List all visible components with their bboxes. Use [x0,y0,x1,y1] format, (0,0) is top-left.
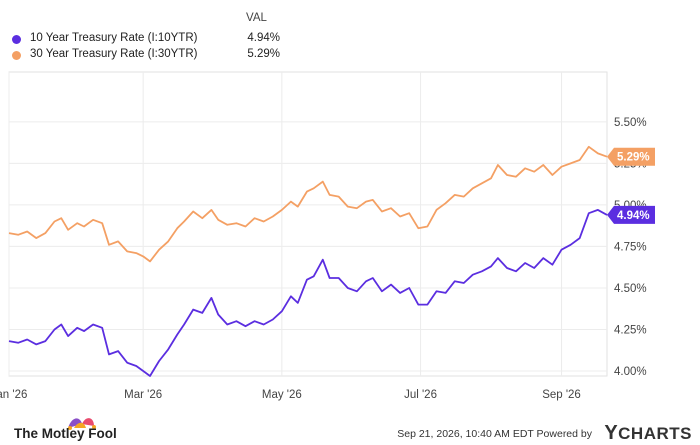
y-tick-label: 4.00% [614,366,647,378]
legend-dot-30y [12,51,21,60]
x-tick-label: Mar '26 [124,389,162,401]
legend-dot-10y [12,35,21,44]
y-tick-label: 4.75% [614,241,647,253]
end-value-label-10y: 4.94% [617,210,650,222]
y-tick-label: 5.50% [614,117,647,129]
legend-value-10y: 4.94% [247,32,280,44]
x-tick-label: Sep '26 [542,389,581,401]
ycharts-logo-rest: CHARTS [618,424,692,443]
legend-header: VAL [246,12,267,24]
end-value-flag-10y [607,205,655,224]
line-chart: Jan '26 Mar '26 May '26 Jul '26 Sep '26 4.00%… [0,71,655,401]
series-line-30y [8,145,608,263]
ycharts-logo-y: Y [604,422,619,444]
end-value-label-30y: 5.29% [617,152,650,164]
legend-item-30y[interactable]: 30 Year Treasury Rate (I:30YTR) 5.29% [10,48,280,64]
legend-name-10y: 10 Year Treasury Rate (I:10YTR) [30,32,198,44]
legend-item-10y[interactable]: 10 Year Treasury Rate (I:10YTR) 4.94% [10,32,280,48]
motley-fool-brand: The Motley Fool [14,426,117,441]
ycharts-logo: YCHARTS [604,422,692,445]
plot-area-border [8,71,608,377]
y-tick-label: 4.25% [614,324,647,336]
legend-name-30y: 30 Year Treasury Rate (I:30YTR) [30,48,198,60]
chart-timestamp: Sep 21, 2026, 10:40 AM EDT Powered by [397,428,592,440]
legend-value-30y: 5.29% [247,48,280,60]
end-value-flag-30y [607,147,655,166]
motley-fool-jester-icon [68,418,96,430]
footer: The Motley Fool Sep 21, 2026, 10:40 AM E… [0,408,700,445]
x-tick-label: Jul '26 [404,389,437,401]
x-tick-label: May '26 [262,389,302,401]
y-tick-label: 4.50% [614,283,647,295]
x-tick-label: Jan '26 [0,389,27,401]
series-line-10y [8,209,608,377]
